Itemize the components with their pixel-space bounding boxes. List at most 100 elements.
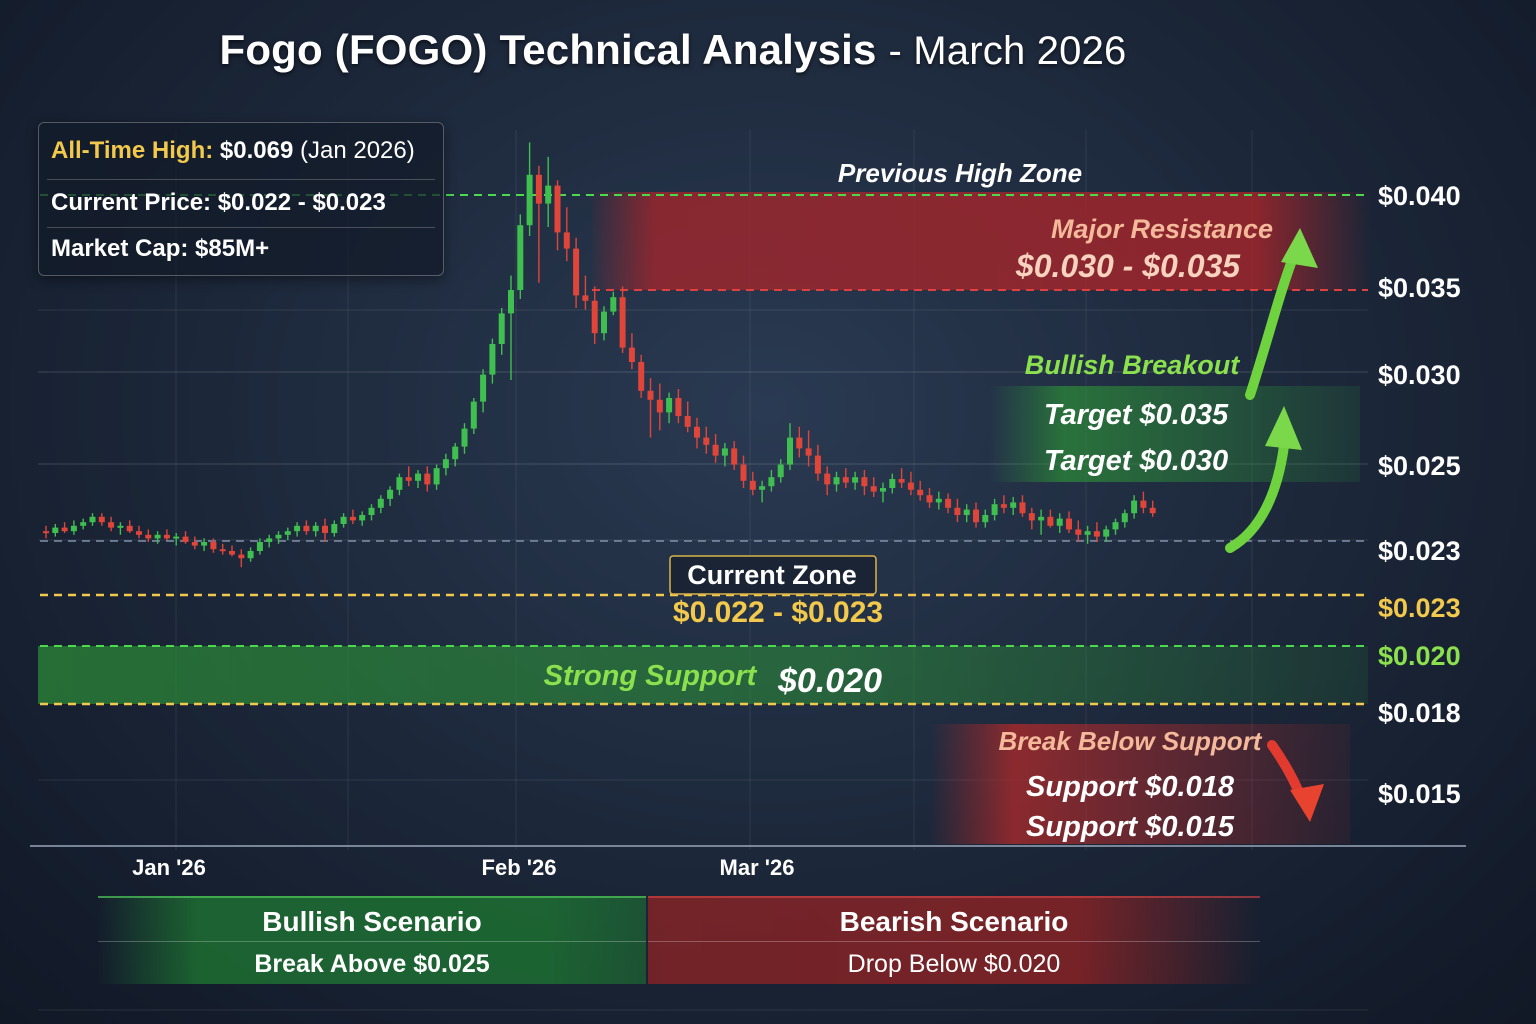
candle-body xyxy=(963,509,970,515)
candle-body xyxy=(349,516,356,521)
candle-body xyxy=(526,174,533,226)
x-tick-label: Jan '26 xyxy=(132,855,206,880)
chart-title: Fogo (FOGO) Technical Analysis - March 2… xyxy=(0,26,1346,74)
candle-body xyxy=(545,185,552,204)
candle-body xyxy=(154,534,161,539)
candle-body xyxy=(1028,513,1035,521)
bullish-breakout-label: Bullish Breakout xyxy=(1025,350,1241,380)
candle-body xyxy=(424,473,431,485)
candle-body xyxy=(284,531,291,535)
bullish-arrow-large xyxy=(1245,245,1301,400)
candle-body xyxy=(266,538,273,542)
y-axis-labels: $0.040 $0.035 $0.030 $0.025 $0.023 $0.023 $0.0… xyxy=(1378,181,1461,809)
scenario-divider xyxy=(648,941,1260,942)
candle-body xyxy=(1010,502,1017,508)
candle-body xyxy=(452,446,459,460)
candle-body xyxy=(777,464,784,478)
candle-body xyxy=(619,297,626,348)
candle-body xyxy=(219,549,226,552)
y-tick-label: $0.023 xyxy=(1378,536,1461,566)
bullish-arrow-small xyxy=(1225,441,1289,553)
candle-body xyxy=(163,534,170,539)
candle-body xyxy=(573,248,580,296)
candle-body xyxy=(275,534,282,539)
candle-body xyxy=(1084,531,1091,535)
candle-body xyxy=(926,495,933,503)
candle-body xyxy=(694,426,700,438)
candle-body xyxy=(1121,513,1128,523)
candle-body xyxy=(1140,500,1147,508)
candle-body xyxy=(517,225,524,290)
support-1-label: Support $0.018 xyxy=(1026,771,1235,803)
candle-body xyxy=(712,444,719,456)
current-zone-label: Current Zone xyxy=(687,560,857,590)
bullish-scenario-text: Break Above $0.025 xyxy=(254,950,490,978)
candle-body xyxy=(824,473,831,485)
bearish-scenario-panel: Bearish Scenario Drop Below $0.020 xyxy=(648,896,1260,984)
candle-body xyxy=(675,398,682,416)
candle-body xyxy=(684,416,691,427)
candle-body xyxy=(889,479,896,488)
bullish-arrow-large-head xyxy=(1281,228,1318,268)
candle-body xyxy=(43,531,49,534)
candle-body xyxy=(749,480,756,490)
candle-body xyxy=(907,482,914,490)
major-resistance-range: $0.030 - $0.035 xyxy=(1015,248,1241,284)
candle-body xyxy=(294,525,301,532)
candle-body xyxy=(656,399,663,413)
candle-body xyxy=(647,390,654,400)
candle-body xyxy=(508,290,514,314)
candle-body xyxy=(182,536,189,542)
candle-body xyxy=(359,515,366,521)
candle-body xyxy=(721,448,728,456)
candle-body xyxy=(98,516,105,523)
candle-body xyxy=(173,536,180,539)
candle-body xyxy=(870,486,877,492)
candle-body xyxy=(191,542,198,546)
candle-body xyxy=(108,522,115,528)
title-main: Fogo (FOGO) Technical Analysis xyxy=(219,26,877,73)
candle-body xyxy=(461,428,468,447)
break-below-label: Break Below Support xyxy=(999,726,1263,756)
candle-body xyxy=(954,507,961,515)
current-zone-label-box xyxy=(669,555,877,595)
candle-body xyxy=(703,437,710,445)
candlestick-series xyxy=(43,142,1156,568)
candle-body xyxy=(563,232,570,249)
candle-body xyxy=(861,477,868,487)
candle-body xyxy=(70,525,77,532)
target-2-label: Target $0.030 xyxy=(1044,445,1228,477)
x-tick-label: Mar '26 xyxy=(720,855,795,880)
candle-body xyxy=(535,174,542,204)
candle-body xyxy=(1000,504,1007,508)
bullish-scenario-title: Bullish Scenario xyxy=(262,906,482,937)
info-divider xyxy=(47,227,435,228)
candle-body xyxy=(80,522,87,526)
candle-body xyxy=(982,515,989,523)
candle-body xyxy=(229,551,235,555)
candle-body xyxy=(842,477,849,483)
candle-body xyxy=(796,437,803,449)
y-tick-label: $0.023 xyxy=(1378,593,1461,623)
candle-body xyxy=(201,542,208,546)
candle-body xyxy=(377,498,384,508)
candle-body xyxy=(1066,518,1072,530)
strong-support-label: Strong Support xyxy=(544,660,758,692)
current-zone-range: $0.022 - $0.023 xyxy=(673,596,883,629)
candle-body xyxy=(387,489,394,499)
candle-body xyxy=(880,488,886,492)
candle-body xyxy=(1075,529,1082,535)
title-suffix: - March 2026 xyxy=(888,29,1127,73)
candle-body xyxy=(340,516,347,524)
current-price: Current Price: $0.022 - $0.023 xyxy=(51,189,386,216)
y-tick-label: $0.030 xyxy=(1378,360,1461,390)
candle-body xyxy=(210,542,217,550)
candle-body xyxy=(415,473,421,481)
candle-body xyxy=(628,347,635,362)
market-cap: Market Cap: $85M+ xyxy=(51,235,270,262)
candle-body xyxy=(935,498,942,503)
candle-body xyxy=(554,185,561,233)
candle-body xyxy=(433,468,440,485)
ath-row: All-Time High: $0.069 (Jan 2026) xyxy=(51,137,431,165)
